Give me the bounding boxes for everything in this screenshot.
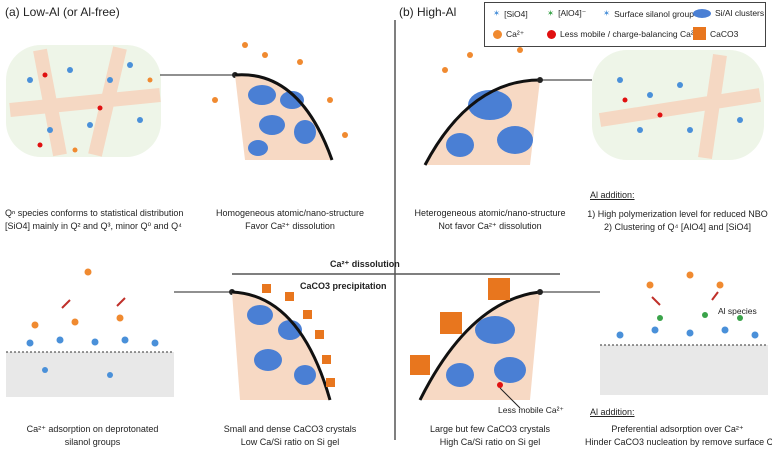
less-mobile-annotation: Less mobile Ca²⁺	[498, 405, 564, 415]
caption-bottom-left: Ca²⁺ adsorption on deprotonated silanol g…	[26, 424, 159, 447]
caption-top-right: 1) High polymerization level for reduced…	[587, 209, 768, 232]
caption-bottom-mid-left: Small and dense CaCO3 crystals Low Ca/Si …	[223, 424, 357, 447]
axis-precipitation-label: CaCO3 precipitation	[300, 281, 387, 291]
large-few-caco3-wedge	[410, 278, 541, 409]
legend-clusters: Si/Al clusters	[715, 8, 765, 18]
panel-a-title: (a) Low-Al (or Al-free)	[5, 5, 120, 19]
caption-top-mid-left: Homogeneous atomic/nano-structure Favor C…	[215, 208, 365, 231]
panel-b-title: (b) High-Al	[399, 5, 457, 19]
legend-sio4: [SiO4]	[504, 8, 528, 19]
caption-bottom-mid-right: Large but few CaCO3 crystals High Ca/Si r…	[429, 424, 551, 447]
legend-caco3: CaCO3	[710, 28, 739, 39]
top-right-heading: Al addition:	[590, 190, 635, 200]
legend-less-mobile: Less mobile / charge-balancing Ca²⁺	[560, 29, 699, 39]
ca-icon	[493, 30, 502, 39]
high-al-surface	[600, 271, 768, 395]
al-species-annotation: Al species	[718, 306, 757, 316]
legend-ca: Ca²⁺	[506, 29, 525, 39]
legend: ✶ [SiO4] ✶ [AlO4]⁻ ✶ Surface silanol group …	[484, 2, 766, 47]
axis-dissolution-label: Ca²⁺ dissolution	[330, 259, 400, 269]
homogeneous-gel-wedge	[212, 42, 348, 161]
caption-top-left: Qⁿ species conforms to statistical distr…	[5, 208, 184, 231]
alo4-icon: ✶	[547, 8, 555, 18]
high-al-network-blob	[592, 50, 764, 160]
small-dense-caco3-wedge	[231, 284, 335, 401]
legend-silanol: Surface silanol group	[614, 8, 694, 19]
silanol-icon: ✶	[603, 8, 611, 18]
caption-top-mid-right: Heterogeneous atomic/nano-structure Not f…	[414, 208, 566, 231]
less-mobile-ca-icon	[547, 30, 556, 39]
legend-alo4: [AlO4]⁻	[558, 8, 587, 18]
low-al-network-blob	[6, 45, 161, 157]
cluster-icon	[693, 8, 711, 18]
low-al-surface	[6, 268, 174, 397]
caption-bottom-right: Preferential adsorption over Ca²⁺ Hinder …	[585, 424, 772, 447]
sio4-icon: ✶	[493, 8, 501, 18]
caco3-icon	[693, 27, 706, 40]
bottom-right-heading: Al addition:	[590, 407, 635, 417]
heterogeneous-gel-wedge	[423, 47, 541, 166]
